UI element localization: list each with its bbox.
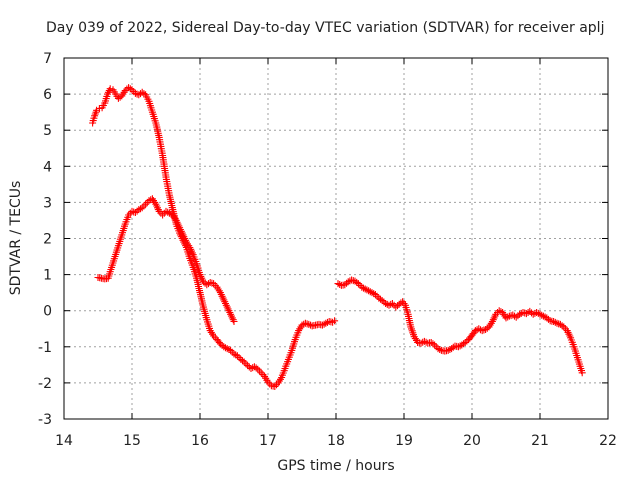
x-tick-label: 16 [191, 433, 209, 449]
data-point-marker [543, 314, 551, 322]
data-point-marker [142, 200, 150, 208]
data-point-marker [216, 340, 224, 348]
data-point-marker [348, 276, 356, 284]
data-point-marker [353, 278, 361, 286]
data-point-marker [233, 352, 241, 360]
data-point-marker [478, 327, 486, 335]
data-point-marker [131, 209, 139, 216]
data-point-marker [244, 362, 252, 370]
data-point-marker [444, 346, 452, 354]
data-point-marker [578, 369, 586, 377]
data-point-marker [551, 318, 559, 326]
data-layer [89, 84, 586, 390]
data-point-marker [230, 318, 238, 325]
data-point-marker [392, 303, 400, 311]
y-tick-label: 4 [43, 159, 52, 175]
data-point-marker [553, 319, 561, 327]
data-point-marker [526, 307, 534, 315]
data-point-marker [331, 317, 339, 325]
y-tick-label: -2 [38, 376, 52, 392]
x-tick-label: 22 [599, 433, 617, 449]
x-tick-label: 15 [123, 433, 141, 449]
data-point-marker [256, 367, 263, 375]
tick-label-layer: 14 15 16 17 18 19 20 21 22 -3 -2 -1 0 1 2 3 4 5 6 7 [38, 51, 617, 449]
data-point-marker [558, 322, 566, 330]
y-tick-label: 7 [43, 51, 52, 67]
data-point-marker [436, 346, 444, 353]
data-point-marker [305, 320, 313, 328]
data-point-marker [378, 297, 386, 305]
y-tick-label: 0 [43, 304, 52, 320]
y-axis-label: SDTVAR / TECUs [8, 181, 24, 296]
x-tick-label: 21 [531, 433, 549, 449]
data-point-marker [334, 280, 342, 288]
y-tick-label: 1 [43, 268, 52, 284]
data-point-marker [495, 307, 503, 315]
y-tick-label: 3 [43, 195, 52, 211]
data-point-marker [397, 299, 405, 307]
data-point-marker [199, 278, 207, 286]
data-point-marker [223, 345, 231, 353]
data-point-marker [301, 319, 309, 327]
x-tick-label: 18 [327, 433, 345, 449]
chart-title: Day 039 of 2022, Sidereal Day-to-day VTE… [46, 20, 604, 36]
data-point-marker [121, 87, 129, 94]
data-point-marker [454, 343, 462, 351]
grid-layer [64, 58, 608, 419]
y-tick-label: 2 [43, 232, 52, 248]
x-axis-label: GPS time / hours [277, 458, 394, 474]
y-tick-label: 5 [43, 123, 52, 139]
data-point-marker [206, 279, 214, 286]
data-point-marker [126, 85, 134, 93]
data-point-marker [475, 325, 483, 333]
plot-frame [63, 57, 609, 420]
data-point-marker [420, 337, 428, 345]
data-point-marker [504, 313, 512, 321]
y-tick-label: -3 [38, 412, 52, 428]
x-tick-label: 19 [395, 433, 413, 449]
series-track-3 [334, 276, 586, 377]
data-point-marker [461, 339, 469, 346]
x-tick-label: 17 [259, 433, 277, 449]
data-point-marker [387, 300, 395, 308]
x-tick-label: 14 [55, 433, 73, 449]
data-point-marker [252, 364, 260, 372]
data-point-marker [242, 360, 250, 368]
data-point-marker [91, 110, 99, 118]
data-point-marker [257, 369, 265, 377]
data-point-marker [512, 313, 520, 321]
data-point-marker [322, 319, 330, 327]
y-tick-label: 6 [43, 87, 52, 103]
data-point-marker [138, 204, 146, 212]
data-point-marker [230, 350, 238, 358]
x-tick-label: 20 [463, 433, 481, 449]
series-track-2 [94, 195, 238, 325]
data-point-marker [239, 357, 246, 365]
data-point-marker [210, 280, 218, 288]
y-tick-label: -1 [38, 340, 52, 356]
data-point-marker [429, 340, 437, 348]
data-point-marker [341, 281, 349, 289]
